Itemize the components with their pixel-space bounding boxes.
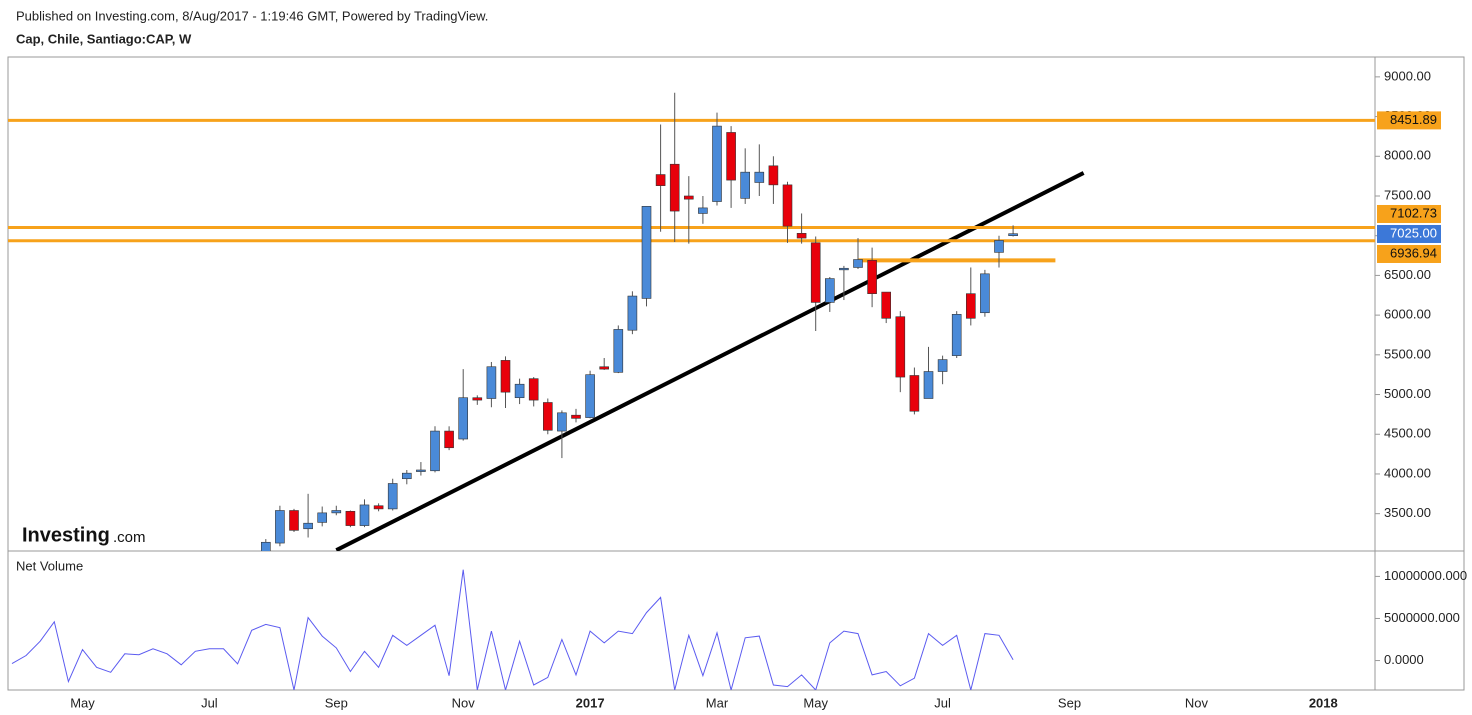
price-label: 7102.73 <box>1390 205 1437 220</box>
candle-body <box>260 541 271 551</box>
candle-body <box>430 430 440 472</box>
candle-body <box>500 360 511 393</box>
candle-body <box>275 510 285 544</box>
candle-body <box>486 366 497 399</box>
candle-body <box>994 240 1004 253</box>
x-tick-label: 2018 <box>1309 695 1338 710</box>
candle-body <box>839 267 849 271</box>
candle-body <box>1008 233 1018 236</box>
candle-body <box>895 316 906 378</box>
price-label-box <box>1377 204 1441 223</box>
candle-body <box>980 273 990 314</box>
candle-body <box>528 378 539 401</box>
x-tick-label: Mar <box>706 695 729 710</box>
y-tick-label: 5500.00 <box>1384 346 1431 361</box>
candle-body <box>669 163 680 212</box>
x-tick-label: Sep <box>1058 695 1081 710</box>
x-tick-label: May <box>70 695 95 710</box>
logo-suffix: .com <box>113 529 146 546</box>
candle-body <box>514 383 525 399</box>
candle-body <box>387 483 398 510</box>
price-label-box <box>1377 224 1441 243</box>
frame <box>7 56 1465 691</box>
price-label-box <box>1377 244 1441 263</box>
x-tick-label: Jul <box>201 695 218 710</box>
candle-body <box>613 329 624 373</box>
y-tick-label: 3500.00 <box>1384 505 1431 520</box>
trend-line <box>335 171 1085 551</box>
candle-body <box>571 414 581 419</box>
candle-body <box>923 371 934 399</box>
candle-body <box>542 402 553 431</box>
candle-body <box>345 510 356 526</box>
candle-body <box>416 469 426 472</box>
price-label: 6936.94 <box>1390 245 1437 260</box>
candle-body <box>289 510 299 531</box>
y-tick-label: 4000.00 <box>1384 465 1431 480</box>
candle-body <box>331 510 342 514</box>
candle-body <box>754 171 765 183</box>
candle-body <box>557 412 567 432</box>
price-label: 7025.00 <box>1390 225 1437 240</box>
x-tick-label: May <box>803 695 828 710</box>
candle-body <box>641 206 652 299</box>
candle-body <box>585 374 595 418</box>
candle-body <box>782 184 793 227</box>
price-label: 8451.89 <box>1390 112 1437 127</box>
candle-body <box>853 259 863 268</box>
published-note: Published on Investing.com, 8/Aug/2017 -… <box>16 8 488 23</box>
candle-body <box>937 359 948 372</box>
logo-brand: Investing <box>22 524 110 546</box>
y-tick-label: 7500.00 <box>1384 187 1431 202</box>
candle-body <box>683 195 694 200</box>
candle-body <box>472 397 483 401</box>
candle-body <box>881 291 892 319</box>
volume-line <box>11 569 1014 690</box>
candle-body <box>373 505 384 510</box>
candle-body <box>303 522 313 530</box>
candle-body <box>867 260 877 294</box>
candle-body <box>909 375 920 412</box>
candle-body <box>740 171 751 199</box>
x-tick-label: Sep <box>325 695 348 710</box>
y-tick-label: 6500.00 <box>1384 267 1431 282</box>
y-tick-label: 6000.00 <box>1384 307 1431 322</box>
y-tick-label: 8000.00 <box>1384 148 1431 163</box>
y-tick-label: 5000000.000 <box>1384 610 1460 625</box>
x-tick-label: Jul <box>934 695 951 710</box>
price-label-box <box>1377 111 1441 130</box>
candle-body <box>458 397 469 440</box>
candle-body <box>444 430 454 449</box>
y-tick-label: 5000.00 <box>1384 386 1431 401</box>
candle-body <box>712 125 722 202</box>
candle-body <box>599 366 610 370</box>
candle-body <box>401 472 412 480</box>
candle-body <box>810 242 821 303</box>
candle-body <box>965 293 976 319</box>
y-tick-label: 9000.00 <box>1384 68 1431 83</box>
candle-body <box>768 165 779 186</box>
candle-body <box>796 233 807 239</box>
symbol-title: Cap, Chile, Santiago:CAP, W <box>16 31 192 46</box>
volume-title: Net Volume <box>16 558 83 573</box>
y-tick-label: 4500.00 <box>1384 426 1431 441</box>
candle-body <box>655 174 666 186</box>
x-tick-label: 2017 <box>576 695 605 710</box>
candle-body <box>698 207 708 214</box>
candle-body <box>824 278 835 303</box>
candle-body <box>317 512 328 523</box>
y-tick-label: 10000000.000 <box>1384 568 1467 583</box>
candle-body <box>726 132 736 181</box>
candle-body <box>627 295 638 331</box>
x-tick-label: Nov <box>1185 695 1209 710</box>
x-tick-label: Nov <box>452 695 476 710</box>
candle-body <box>359 504 370 526</box>
candle-body <box>951 314 962 356</box>
y-tick-label: 0.0000 <box>1384 652 1424 667</box>
